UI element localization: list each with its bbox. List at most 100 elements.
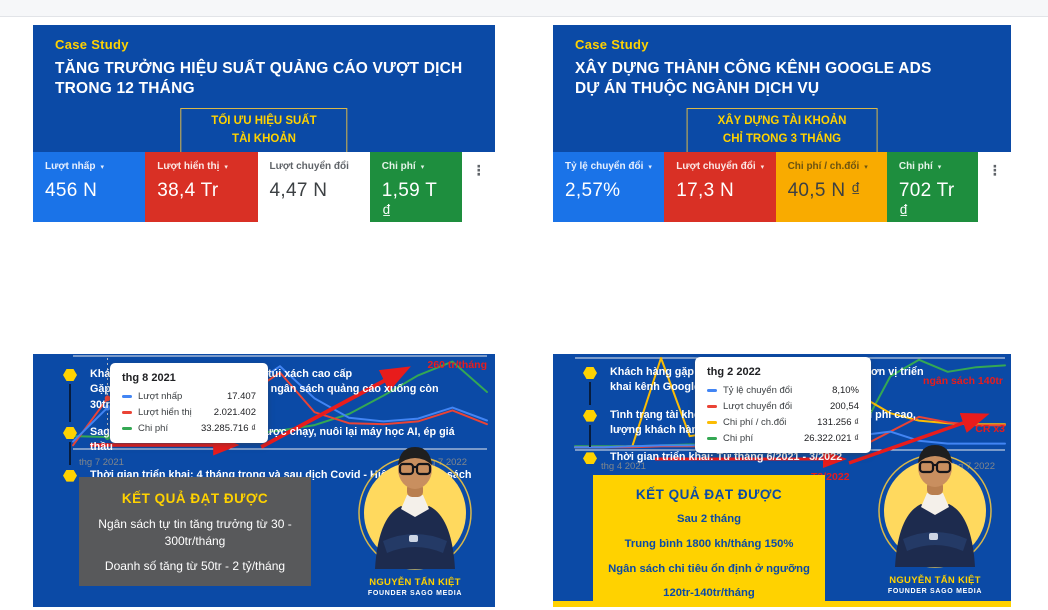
title-line-2: TRONG 12 THÁNG [55,80,195,98]
tooltip-row: Chi phí 26.322.021 ₫ [707,433,859,444]
x-axis-label-start: thg 4 2021 [601,461,646,472]
series-dash-icon [707,421,717,424]
results-line: 120tr-140tr/tháng [663,587,755,600]
founder-portrait: NGUYỄN TẤN KIỆT FOUNDER SAGO MEDIA [871,429,999,601]
results-title: KẾT QUẢ ĐẠT ĐƯỢC [121,491,269,506]
hexagon-bullet-icon [583,409,597,422]
chart-tooltip: thg 2 2022 Tỷ lệ chuyển đổi 8,10% Lượt c… [695,357,871,453]
metric-label: Lượt chuyển đổi [269,161,349,172]
chart-tooltip: thg 8 2021 Lượt nhấp 17.407 Lượt hiển th… [110,363,268,443]
hexagon-bullet-icon [63,469,77,482]
metric-value: 4,47 N [269,180,328,201]
metric-tile-conversions[interactable]: Lượt chuyển đổi ▾ 17,3 N [664,152,776,222]
badge-line-1: XÂY DỰNG TÀI KHOẢN [717,115,847,127]
dropdown-arrow-icon[interactable]: ▾ [648,163,652,171]
trend-arrow-up [848,413,990,465]
tooltip-dot [104,434,111,440]
dropdown-arrow-icon[interactable]: ▾ [224,163,228,171]
hexagon-bullet-icon [583,452,597,465]
metric-label: Chi phí [898,161,933,172]
ads-dashboard-panel: Tỷ lệ chuyển đổi ▾ 2,57% Lượt chuyển đổi… [553,152,1011,483]
badge-line-2: CHỈ TRONG 3 THÁNG [722,132,842,145]
metric-scorecards: Tỷ lệ chuyển đổi ▾ 2,57% Lượt chuyển đổi… [553,152,1011,223]
dropdown-arrow-icon[interactable]: ▾ [760,163,765,171]
results-box: KẾT QUẢ ĐẠT ĐƯỢC Ngân sách tự tin tăng t… [79,477,311,587]
dropdown-arrow-icon[interactable]: ▾ [864,163,868,171]
tooltip-row: Tỷ lệ chuyển đổi 8,10% [707,385,859,396]
metric-tile-cost[interactable]: Chi phí ▾ 1,59 T ₫ [369,152,463,223]
ads-dashboard-panel: Lượt nhấp ▾ 456 N Lượt hiển thị ▾ 38,4 T… [33,152,495,468]
results-line: Trung bình 1800 kh/tháng 150% [624,537,794,550]
metric-label: Lượt hiển thị [157,161,220,172]
card-accent-strip [553,601,1011,607]
metric-tile-conversions[interactable]: Lượt chuyển đổi 4,47 N [257,152,370,222]
metric-label: Lượt chuyển đổi [676,161,756,172]
series-dash-icon [707,389,717,392]
performance-chart[interactable]: thg 8 2021 Lượt nhấp 17.407 Lượt hiển th… [33,349,495,485]
list-item: Thời gian triển khai: Từ tháng 6/2021 - … [583,450,941,465]
hexagon-bullet-icon [583,367,597,379]
avatar [878,445,992,568]
case-study-kicker: Case Study [55,37,129,52]
hexagon-bullet-icon [63,426,77,439]
founder-role: FOUNDER SAGO MEDIA [367,590,463,597]
metric-tile-clicks[interactable]: Lượt nhấp ▾ 456 N [33,152,146,222]
results-box: KẾT QUẢ ĐẠT ĐƯỢC Sau 2 tháng Trung bình … [593,475,825,607]
results-line: Doanh số tăng từ 50tr - 2 tỷ/tháng [104,558,286,573]
title-line-1: TĂNG TRƯỞNG HIỆU SUẤT QUẢNG CÁO VƯỢT DỊC… [55,60,463,77]
metric-value: 38,4 Tr [157,180,219,201]
subtitle-badge: TỐI ƯU HIỆU SUẤT TÀI KHOẢN [180,108,348,154]
results-title: KẾT QUẢ ĐẠT ĐƯỢC [635,487,783,502]
dropdown-arrow-icon[interactable]: ▾ [420,163,425,171]
founder-portrait: NGUYỄN TẤN KIỆT FOUNDER SAGO MEDIA [351,431,479,603]
x-axis-label-start: thg 7 2021 [79,457,124,468]
case-study-kicker: Case Study [575,37,649,52]
tooltip-row: Lượt hiển thị 2.021.402 [122,407,256,418]
subtitle-badge: XÂY DỰNG TÀI KHOẢN CHỈ TRONG 3 THÁNG [686,108,878,154]
results-line: Ngân sách chi tiêu ổn định ở ngưỡng [608,562,810,575]
title-line-1: XÂY DỰNG THÀNH CÔNG KÊNH GOOGLE ADS [575,60,932,77]
founder-name: NGUYỄN TẤN KIỆT [369,577,461,588]
x-axis-label-end: thg 7 2022 [422,457,467,468]
series-dash-icon [707,405,717,408]
metric-tile-conversion-rate[interactable]: Tỷ lệ chuyển đổi ▾ 2,57% [553,152,665,222]
title-line-2: DỰ ÁN THUỘC NGÀNH DỊCH VỤ [575,80,820,98]
dropdown-arrow-icon[interactable]: ▾ [100,163,104,171]
kebab-menu-icon[interactable]: ⋮ [987,162,1002,178]
tooltip-date: thg 2 2022 [707,366,761,378]
avatar [358,447,472,570]
tooltip-row: Lượt nhấp 17.407 [122,391,256,402]
annotation-budget: ngân sách 140tr [923,375,1003,387]
metric-tile-cost[interactable]: Chi phí ▾ 702 Tr ₫ [886,152,979,223]
metric-tile-impressions[interactable]: Lượt hiển thị ▾ 38,4 Tr [145,152,258,222]
series-dash-icon [707,437,717,440]
series-dash-icon [122,395,132,398]
tooltip-dot [104,404,111,411]
annotation-cr: CR x3 [975,423,1005,435]
annotation-budget-growth: 260 tr/tháng [427,359,487,371]
metric-tile-cost-per-conversion[interactable]: Chi phí / ch.đổi ▾ 40,5 N ₫ [775,152,887,222]
badge-line-2: TÀI KHOẢN [232,132,296,145]
series-dash-icon [122,427,132,430]
metric-scorecards: Lượt nhấp ▾ 456 N Lượt hiển thị ▾ 38,4 T… [33,152,495,223]
metric-value: 17,3 N [676,180,735,201]
case-study-card-right: Case Study XÂY DỰNG THÀNH CÔNG KÊNH GOOG… [553,25,1011,607]
tooltip-row: Chi phí / ch.đổi 131.256 ₫ [707,417,859,428]
case-study-card-left: Case Study TĂNG TRƯỞNG HIỆU SUẤT QUẢNG C… [33,25,495,607]
dropdown-arrow-icon[interactable]: ▾ [937,163,942,171]
card-title: TĂNG TRƯỞNG HIỆU SUẤT QUẢNG CÁO VƯỢT DỊC… [55,59,481,100]
metric-value: 2,57% [565,180,621,201]
metric-label: Chi phí [381,161,416,172]
tooltip-row: Lượt chuyển đổi 200,54 [707,401,859,412]
performance-chart[interactable]: thg 2 2022 Tỷ lệ chuyển đổi 8,10% Lượt c… [553,349,1011,485]
metric-label: Tỷ lệ chuyển đổi [565,161,644,172]
founder-role: FOUNDER SAGO MEDIA [887,588,983,595]
hexagon-bullet-icon [63,369,77,381]
metric-value: 702 Tr ₫ [898,180,955,223]
results-line: Ngân sách tự tin tăng trưởng từ 30 - 300… [98,517,292,548]
metric-value: 1,59 T ₫ [381,180,437,223]
x-axis-label-end: thg 7 2022 [950,461,995,472]
badge-line-1: TỐI ƯU HIỆU SUẤT [211,115,317,127]
metric-label: Lượt nhấp [45,161,96,172]
kebab-menu-icon[interactable]: ⋮ [471,162,486,178]
